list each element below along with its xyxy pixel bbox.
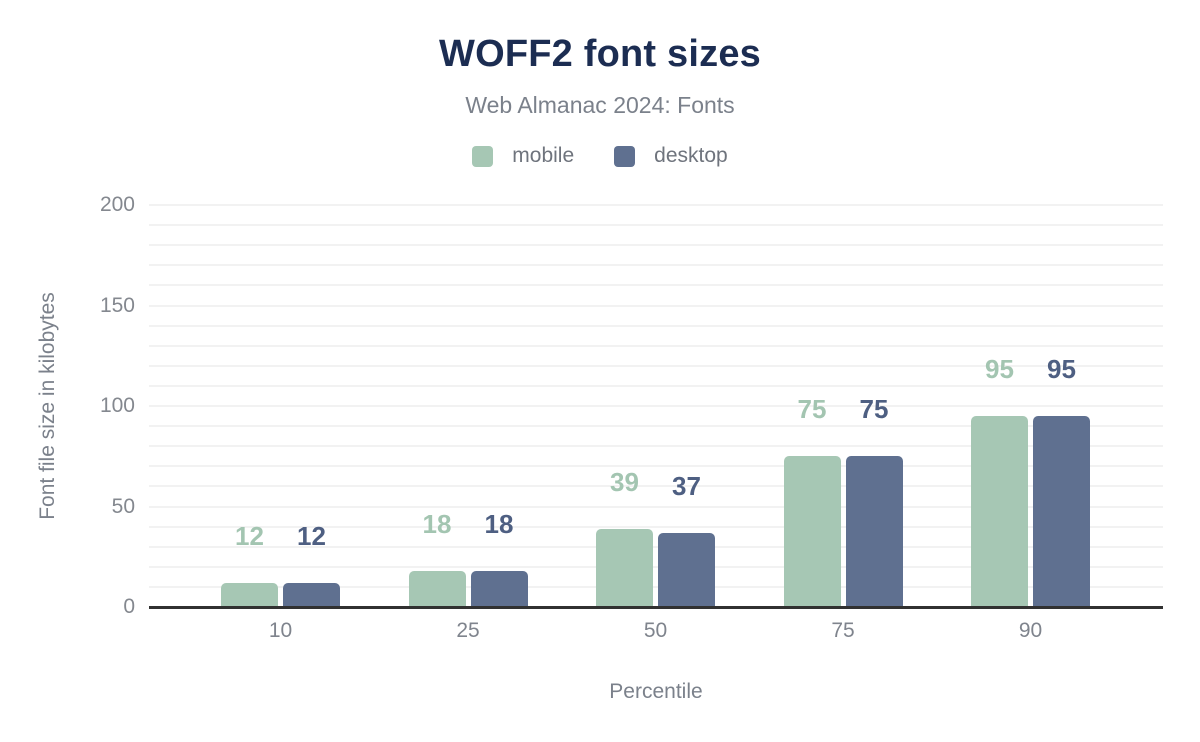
x-axis-tick-label: 25 bbox=[456, 619, 480, 642]
chart-subtitle: Web Almanac 2024: Fonts bbox=[465, 92, 735, 118]
value-label-desktop-25: 18 bbox=[484, 508, 514, 539]
gridline bbox=[149, 445, 1163, 448]
bar-desktop-50 bbox=[658, 532, 715, 607]
gridline bbox=[149, 405, 1163, 407]
y-axis-tick-label: 200 bbox=[99, 193, 135, 216]
x-axis-tick-label: 75 bbox=[831, 619, 855, 642]
value-label-desktop-10: 12 bbox=[297, 520, 326, 551]
chart-title: WOFF2 font sizes bbox=[439, 33, 761, 75]
bar-mobile-10 bbox=[221, 582, 278, 607]
x-axis-tick-label: 90 bbox=[1018, 619, 1043, 642]
value-label-desktop-50: 37 bbox=[672, 470, 701, 501]
gridline bbox=[149, 565, 1163, 568]
gridline bbox=[149, 344, 1163, 347]
gridline bbox=[149, 525, 1163, 528]
gridline bbox=[149, 505, 1163, 508]
gridline bbox=[149, 244, 1163, 247]
gridline bbox=[149, 545, 1163, 548]
bar-mobile-90 bbox=[971, 416, 1028, 607]
legend-item-desktop: desktop bbox=[614, 144, 728, 168]
x-axis-tick-label: 10 bbox=[268, 619, 293, 642]
legend: mobile desktop bbox=[0, 144, 1200, 168]
y-axis-tick-label: 0 bbox=[123, 595, 135, 618]
bar-mobile-25 bbox=[408, 570, 466, 607]
gridline bbox=[149, 425, 1163, 428]
legend-label-mobile: mobile bbox=[512, 144, 575, 167]
value-label-desktop-75: 75 bbox=[859, 394, 889, 425]
desktop-swatch-icon bbox=[614, 145, 636, 167]
gridline bbox=[149, 364, 1163, 367]
legend-item-mobile: mobile bbox=[472, 144, 574, 168]
bar-desktop-10 bbox=[283, 582, 340, 607]
value-label-mobile-90: 95 bbox=[985, 354, 1014, 385]
bar-desktop-90 bbox=[1033, 416, 1090, 607]
gridline bbox=[149, 485, 1163, 488]
gridline bbox=[149, 324, 1163, 327]
bar-desktop-75 bbox=[845, 456, 903, 607]
bar-mobile-75 bbox=[783, 456, 841, 607]
y-axis-tick-label: 150 bbox=[99, 293, 135, 317]
value-label-mobile-10: 12 bbox=[235, 520, 264, 551]
gridline bbox=[149, 264, 1163, 267]
gridline bbox=[149, 384, 1163, 387]
x-axis-title: Percentile bbox=[609, 680, 703, 703]
legend-label-desktop: desktop bbox=[654, 144, 728, 167]
value-label-mobile-25: 18 bbox=[422, 508, 452, 539]
bar-mobile-50 bbox=[596, 528, 653, 607]
value-label-mobile-75: 75 bbox=[797, 394, 827, 425]
gridline bbox=[149, 224, 1163, 227]
gridline bbox=[149, 204, 1163, 206]
value-label-mobile-50: 39 bbox=[610, 466, 639, 497]
gridline bbox=[149, 284, 1163, 287]
y-axis-tick-label: 100 bbox=[99, 394, 135, 417]
x-axis-line bbox=[149, 605, 1163, 609]
value-label-desktop-90: 95 bbox=[1047, 354, 1076, 385]
gridline bbox=[149, 585, 1163, 588]
y-axis-tick-label: 50 bbox=[111, 494, 135, 518]
mobile-swatch-icon bbox=[472, 145, 494, 167]
bar-desktop-25 bbox=[470, 570, 528, 607]
gridline bbox=[149, 465, 1163, 468]
gridline bbox=[149, 304, 1163, 307]
x-axis-tick-label: 50 bbox=[643, 619, 668, 642]
